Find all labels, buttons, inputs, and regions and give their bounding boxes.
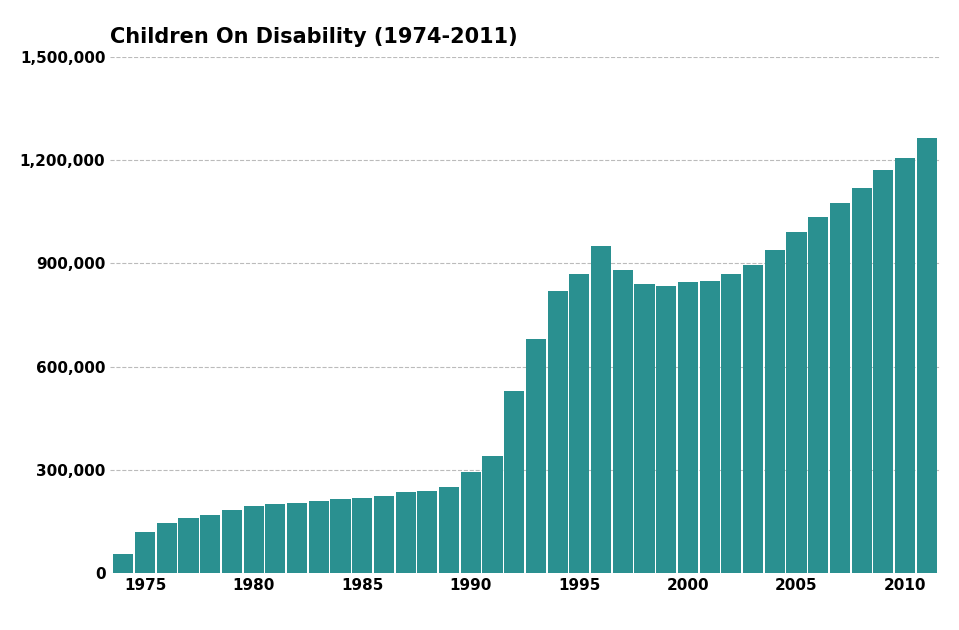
Bar — [266, 505, 286, 573]
Bar — [374, 496, 394, 573]
Bar — [852, 188, 872, 573]
Bar — [721, 273, 741, 573]
Bar — [830, 203, 850, 573]
Bar — [917, 137, 937, 573]
Bar — [635, 284, 655, 573]
Bar — [895, 158, 915, 573]
Bar — [460, 472, 480, 573]
Bar — [678, 282, 698, 573]
Bar — [699, 280, 720, 573]
Bar — [764, 249, 784, 573]
Bar — [482, 456, 503, 573]
Bar — [309, 501, 329, 573]
Bar — [786, 232, 807, 573]
Bar — [352, 498, 372, 573]
Bar — [200, 515, 221, 573]
Bar — [591, 246, 611, 573]
Bar — [570, 273, 590, 573]
Bar — [178, 518, 199, 573]
Bar — [417, 491, 437, 573]
Bar — [156, 524, 176, 573]
Bar — [743, 265, 763, 573]
Bar — [222, 510, 242, 573]
Bar — [656, 286, 676, 573]
Bar — [526, 339, 546, 573]
Bar — [439, 487, 459, 573]
Bar — [113, 554, 133, 573]
Bar — [548, 291, 568, 573]
Bar — [613, 270, 633, 573]
Bar — [287, 503, 307, 573]
Bar — [504, 391, 525, 573]
Bar — [135, 532, 155, 573]
Bar — [808, 217, 829, 573]
Bar — [244, 506, 264, 573]
Bar — [395, 493, 415, 573]
Text: Children On Disability (1974-2011): Children On Disability (1974-2011) — [110, 27, 518, 47]
Bar — [874, 170, 894, 573]
Bar — [330, 499, 351, 573]
